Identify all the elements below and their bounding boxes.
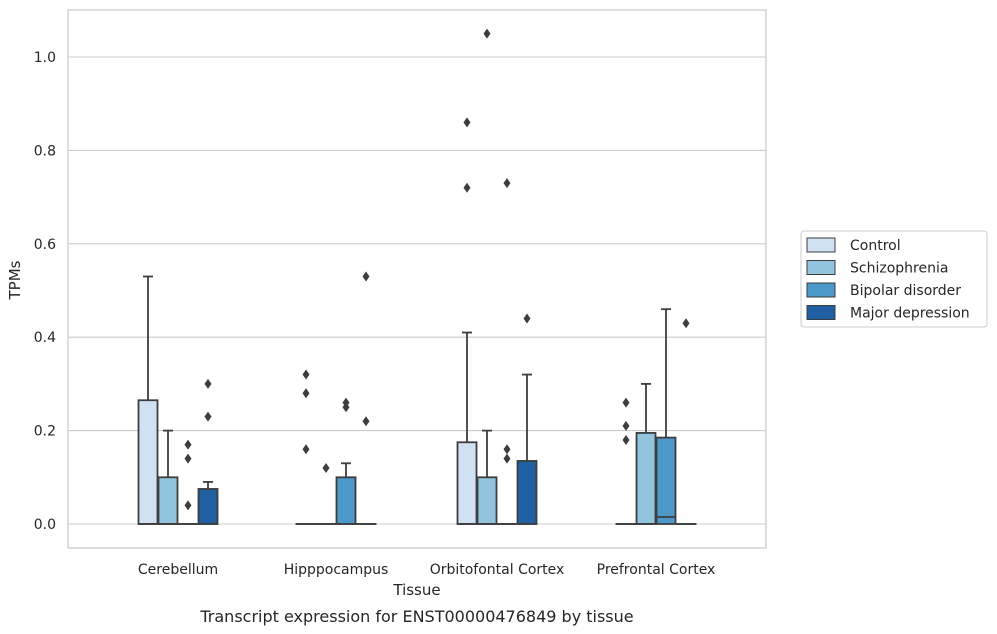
outlier-point <box>204 378 212 389</box>
y-tick-label: 0.8 <box>34 143 56 159</box>
box-body <box>335 476 357 525</box>
legend-swatch-schizophrenia <box>806 260 836 275</box>
box-body <box>137 399 159 525</box>
box-control <box>456 331 478 525</box>
legend-swatch-bipolar-disorder <box>806 282 836 298</box>
outlier-point <box>342 397 350 408</box>
y-tick-label: 1.0 <box>34 50 56 66</box>
boxes-layer <box>137 275 697 525</box>
chart-caption: Transcript expression for ENST0000047684… <box>199 607 633 626</box>
legend-label-control: Control <box>850 238 901 254</box>
outlier-point <box>302 388 310 399</box>
outlier-point <box>503 178 511 189</box>
box-body <box>635 432 657 525</box>
box-control <box>137 275 159 525</box>
outlier-point <box>622 420 630 431</box>
plot-frame <box>67 9 767 549</box>
outlier-point <box>463 182 471 193</box>
box-major-depression <box>197 481 219 525</box>
outlier-point <box>302 444 310 455</box>
legend-swatch-major-depression <box>806 305 836 320</box>
outlier-point <box>302 369 310 380</box>
outlier-point <box>362 271 370 282</box>
outliers-layer <box>184 28 690 511</box>
outlier-point <box>204 411 212 422</box>
outlier-point <box>622 397 630 408</box>
outlier-point <box>322 462 330 473</box>
box-schizophrenia <box>157 429 179 525</box>
box-major-depression <box>516 373 538 525</box>
legend-label-bipolar-disorder: Bipolar disorder <box>850 283 961 299</box>
outlier-point <box>184 453 192 464</box>
y-tick-label: 0.2 <box>34 424 56 440</box>
y-tick-label: 0.0 <box>34 517 56 533</box>
x-axis-label: Tissue <box>392 581 440 599</box>
outlier-point <box>463 117 471 128</box>
y-tick-label: 0.6 <box>34 237 56 253</box>
box-body <box>456 441 478 525</box>
x-tick-label: Hipppocampus <box>284 562 389 578</box>
box-bipolar-disorder <box>655 308 677 525</box>
legend-label-schizophrenia: Schizophrenia <box>850 261 948 277</box>
x-tick-label: Orbitofontal Cortex <box>430 562 565 578</box>
outlier-point <box>523 313 531 324</box>
outlier-point <box>362 416 370 427</box>
x-tick-label: Cerebellum <box>138 562 218 578</box>
box-body <box>197 488 219 525</box>
outlier-point <box>184 439 192 450</box>
legend-label-major-depression: Major depression <box>850 306 970 322</box>
box-body <box>655 436 677 525</box>
outlier-point <box>622 434 630 445</box>
box-bipolar-disorder <box>335 462 357 525</box>
legend-swatch-control <box>806 237 836 253</box>
outlier-point <box>503 444 511 455</box>
outlier-point <box>682 318 690 329</box>
box-body <box>476 476 498 525</box>
box-body <box>157 476 179 525</box>
outlier-point <box>503 453 511 464</box>
box-body <box>516 460 538 525</box>
box-schizophrenia <box>635 382 657 525</box>
x-tick-labels: Cerebellum Hipppocampus Orbitofontal Corte… <box>138 562 715 578</box>
y-tick-labels: 0.0 0.2 0.4 0.6 0.8 1.0 <box>34 50 56 533</box>
x-tick-label: Prefrontal Cortex <box>597 562 716 578</box>
legend-frame <box>800 230 988 328</box>
outlier-point <box>184 500 192 511</box>
y-tick-label: 0.4 <box>34 330 56 346</box>
box-schizophrenia <box>476 429 498 525</box>
y-axis-label: TPMs <box>6 260 24 300</box>
outlier-point <box>483 28 491 39</box>
legend: Control Schizophrenia Bipolar disorder Majo… <box>800 230 988 328</box>
